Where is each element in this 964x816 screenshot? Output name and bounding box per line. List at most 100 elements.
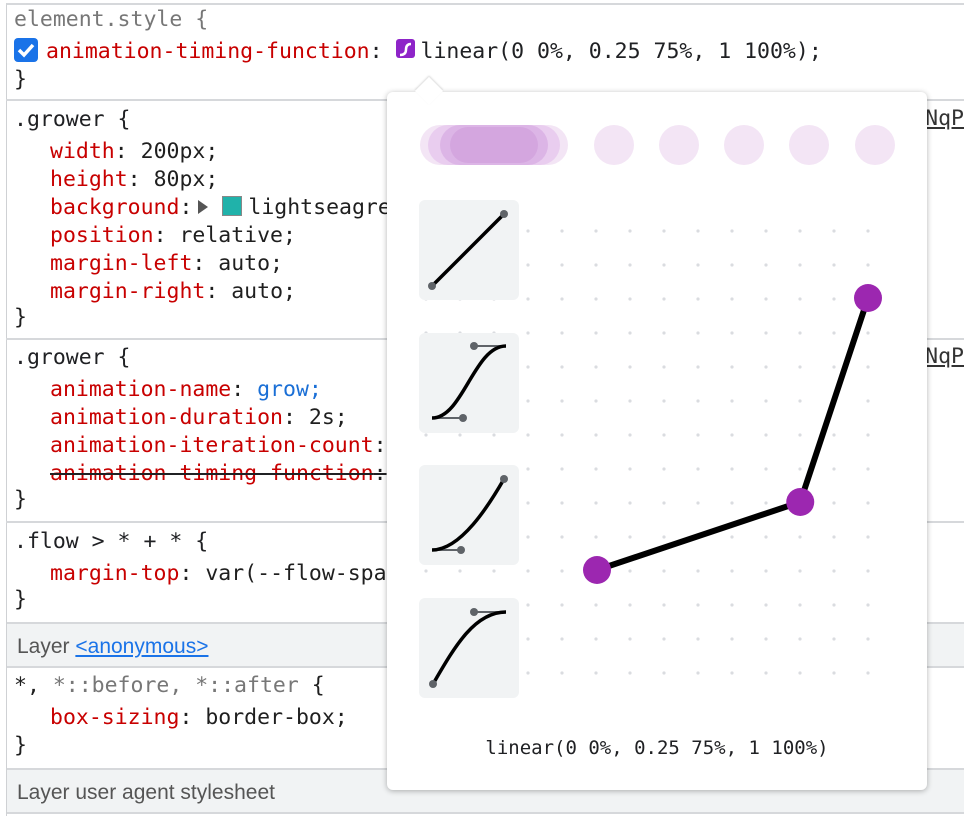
grid-dot [662,399,666,403]
grid-dot [628,399,632,403]
ease-out-curve-icon [429,608,507,688]
grid-dot [764,569,768,573]
control-point-1[interactable] [786,488,815,516]
grid-dot [662,365,666,369]
grid-dot [764,637,768,641]
grid-dot [798,331,802,335]
grid-dot [628,433,632,437]
property-value[interactable]: auto; [218,251,284,276]
grid-dot [730,535,734,539]
grid-dot [560,433,564,437]
property-name[interactable]: height [50,167,128,192]
grid-dot [526,637,530,641]
grid-dot [560,603,564,607]
property-value[interactable]: linear(0 0%, 0.25 75%, 1 100%); [420,39,822,64]
grid-dot [832,603,836,607]
property-value[interactable]: 200px; [140,139,219,164]
property-name[interactable]: background [50,195,180,220]
grid-dot [662,467,666,471]
grid-dot [662,569,666,573]
grid-dot [628,603,632,607]
expand-triangle-icon[interactable] [198,200,209,214]
grid-dot [594,229,598,233]
grid-dot [662,501,666,505]
grid-dot [526,433,530,437]
property-name[interactable]: margin-left [50,251,193,276]
grid-dot [560,365,564,369]
grid-dot [730,331,734,335]
grid-dot [696,365,700,369]
property-name[interactable]: animation-iteration-count [50,433,374,458]
grid-dot [764,467,768,471]
grid-dot [866,365,870,369]
checkmark-icon [17,43,35,58]
grid-dot [560,671,564,675]
grid-dot [458,569,462,573]
selector-flow[interactable]: .flow > * + * { [14,529,209,554]
close-brace: } [14,67,27,92]
preset-linear[interactable] [419,200,519,300]
grid-dot [560,297,564,301]
grid-dot [526,569,530,573]
selector-grower[interactable]: .grower { [14,345,131,370]
grid-dot [628,467,632,471]
grid-dot [832,229,836,233]
control-point-2[interactable] [854,284,882,312]
control-point-0[interactable] [583,556,611,584]
property-name[interactable]: animation-timing-function [46,39,370,64]
close-brace: } [14,587,27,612]
layer-link[interactable]: <anonymous> [75,635,209,658]
property-value[interactable]: grow; [257,377,322,402]
grid-dot [764,433,768,437]
property-name[interactable]: animation-name [50,377,232,402]
grid-dot [696,603,700,607]
color-swatch[interactable] [222,196,243,216]
property-name[interactable]: box-sizing [50,705,180,730]
grid-dot [594,331,598,335]
grid-dot [594,535,598,539]
grid-dot [560,535,564,539]
source-link[interactable]: NqP [925,106,964,131]
grid-dot [730,501,734,505]
grid-dot [798,535,802,539]
grid-dot [730,637,734,641]
grid-dot [526,467,530,471]
property-name[interactable]: position [50,223,154,248]
grid-dot [662,297,666,301]
property-name[interactable]: margin-right [50,279,206,304]
property-name-overridden[interactable]: animation-timing-function [50,461,374,486]
property-value[interactable]: relative; [179,223,296,248]
easing-editor-icon[interactable] [395,39,415,58]
property-value[interactable]: 80px; [153,167,219,192]
grid-dot [730,467,734,471]
grid-dot [696,263,700,267]
property-checkbox[interactable] [14,38,38,62]
property-value[interactable]: 2s; [308,405,348,430]
grid-dot [696,671,700,675]
property-name[interactable]: margin-top [50,561,180,586]
grid-dot [866,331,870,335]
property-name[interactable]: animation-duration [50,405,283,430]
preset-ease-in-out[interactable] [419,333,519,433]
grid-dot [730,433,734,437]
ease-in-curve-icon [431,475,508,554]
property-value[interactable]: border-box; [205,705,348,730]
grid-dot [832,263,836,267]
grid-dot [560,467,564,471]
grid-dot [798,467,802,471]
selector-universal[interactable]: *, *::before, *::after { [14,673,325,698]
property-value[interactable]: auto; [231,279,296,304]
source-link[interactable]: NqP [925,344,964,369]
grid-dot [594,433,598,437]
preset-ease-out[interactable] [419,598,519,698]
grid-dot [662,535,666,539]
grid-dot [764,297,768,301]
grid-dot [628,365,632,369]
grid-dot [764,603,768,607]
property-name[interactable]: width [50,139,115,164]
ease-in-out-curve-icon [431,342,507,422]
selector-grower[interactable]: .grower { [14,107,131,132]
preset-ease-in[interactable] [419,465,519,565]
grid-dot [696,467,700,471]
